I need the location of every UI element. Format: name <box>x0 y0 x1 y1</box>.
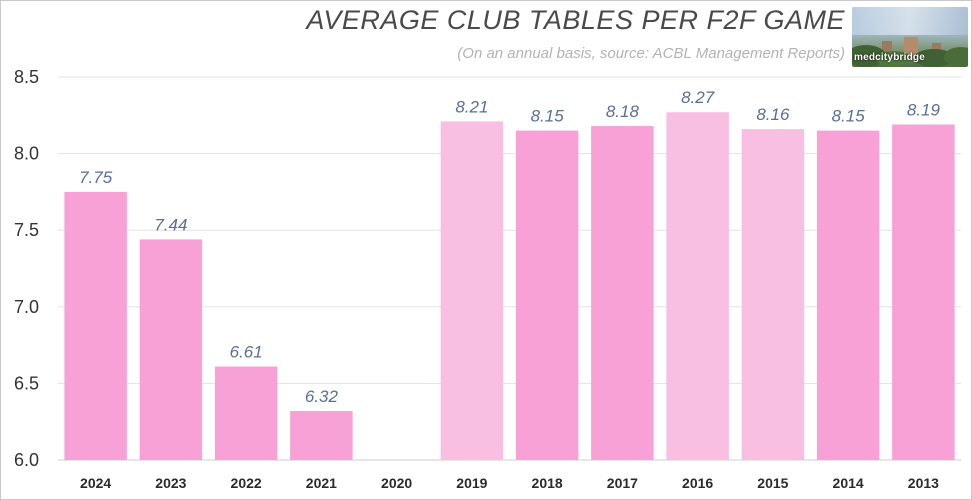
bar <box>214 366 278 460</box>
x-tick-label: 2024 <box>80 475 111 491</box>
bar <box>591 126 654 461</box>
data-label: 7.75 <box>79 168 113 187</box>
x-tick-label: 2023 <box>155 475 186 491</box>
data-label: 8.21 <box>455 97 488 116</box>
x-axis: 2024 2023 2022 2021 2020 2019 2018 2017 2016 2015… <box>80 475 939 491</box>
logo-sky <box>852 7 968 35</box>
y-axis: 6.0 6.5 7.0 7.5 8.0 8.5 <box>14 67 39 470</box>
data-label: 7.44 <box>154 215 187 234</box>
x-tick-label: 2022 <box>231 475 262 491</box>
data-label: 8.15 <box>832 107 866 126</box>
x-tick-label: 2014 <box>833 475 864 491</box>
bar <box>816 130 880 460</box>
y-tick-label: 8.5 <box>14 67 39 87</box>
bar <box>139 239 203 460</box>
gridlines <box>58 76 961 461</box>
y-tick-label: 6.0 <box>14 450 39 470</box>
logo-building <box>904 37 918 55</box>
data-label: 6.32 <box>305 387 339 406</box>
x-tick-label: 2018 <box>532 475 563 491</box>
data-label: 8.19 <box>907 100 941 119</box>
data-labels: 7.75 7.44 6.61 6.32 8.21 8.15 8.18 8.27 8.16 8.15… <box>79 88 940 406</box>
bar <box>666 112 729 461</box>
bar <box>440 121 504 460</box>
x-tick-label: 2016 <box>682 475 713 491</box>
data-label: 8.18 <box>606 102 640 121</box>
x-tick-label: 2013 <box>908 475 939 491</box>
chart-title: AVERAGE CLUB TABLES PER F2F GAME <box>306 5 845 35</box>
bars <box>64 112 955 461</box>
bar <box>741 129 805 460</box>
bar <box>64 191 127 460</box>
data-label: 8.15 <box>531 107 565 126</box>
x-tick-label: 2019 <box>456 475 487 491</box>
chart-subtitle: (On an annual basis, source: ACBL Manage… <box>457 45 845 62</box>
y-tick-label: 8.0 <box>14 144 39 164</box>
medcitybridge-logo: medcitybridge <box>852 7 968 67</box>
data-label: 8.16 <box>756 105 790 124</box>
logo-tree <box>944 47 968 67</box>
y-tick-label: 7.5 <box>14 220 39 240</box>
logo-brand-text: medcitybridge <box>854 52 925 63</box>
bar <box>515 130 579 460</box>
logo-tree <box>876 51 912 67</box>
x-tick-label: 2021 <box>306 475 337 491</box>
logo-building <box>882 41 892 55</box>
y-tick-label: 6.5 <box>14 373 39 393</box>
x-tick-label: 2020 <box>381 475 412 491</box>
data-label: 6.61 <box>230 343 263 362</box>
x-tick-label: 2015 <box>757 475 788 491</box>
x-tick-label: 2017 <box>607 475 638 491</box>
data-label: 8.27 <box>681 88 715 107</box>
bar <box>290 410 353 460</box>
y-tick-label: 7.0 <box>14 297 39 317</box>
bar <box>892 124 955 460</box>
